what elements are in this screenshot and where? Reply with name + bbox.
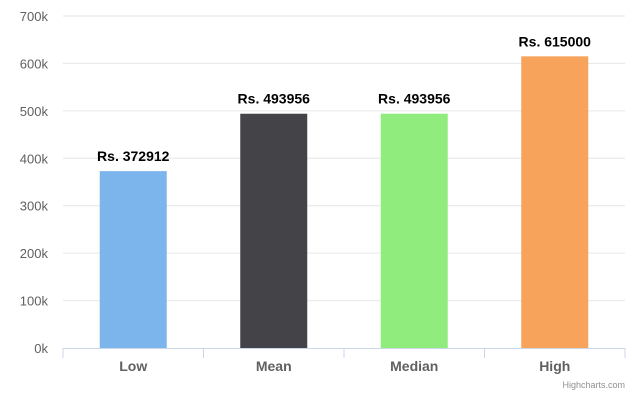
y-tick-label: 200k — [20, 246, 49, 261]
bar-median[interactable] — [380, 113, 448, 348]
data-label: Rs. 493956 — [238, 91, 311, 107]
x-category-label: High — [539, 358, 570, 374]
y-tick-label: 400k — [20, 151, 49, 166]
x-category-label: Low — [119, 358, 147, 374]
bar-mean[interactable] — [240, 113, 308, 348]
bar-low[interactable] — [99, 171, 167, 348]
bar-high[interactable] — [521, 56, 589, 349]
data-label: Rs. 493956 — [378, 91, 451, 107]
x-category-label: Median — [390, 358, 438, 374]
y-tick-label: 300k — [20, 199, 49, 214]
data-label: Rs. 615000 — [519, 33, 592, 49]
credits-text[interactable]: Highcharts.com — [562, 380, 625, 390]
y-tick-label: 600k — [20, 56, 49, 71]
y-tick-label: 700k — [20, 9, 49, 24]
data-labels: Rs. 372912 Rs. 493956 Rs. 493956 Rs. 615000 — [97, 33, 591, 164]
y-axis-tick-labels: 0k 100k 200k 300k 400k 500k 600k 700k — [20, 9, 49, 356]
x-category-label: Mean — [256, 358, 292, 374]
data-label: Rs. 372912 — [97, 148, 170, 164]
x-axis-category-labels: Low Mean Median High — [119, 358, 570, 374]
y-tick-label: 0k — [34, 341, 48, 356]
bars — [99, 56, 589, 349]
y-tick-label: 100k — [20, 294, 49, 309]
y-tick-label: 500k — [20, 104, 49, 119]
x-axis-tick-marks — [62, 348, 626, 358]
